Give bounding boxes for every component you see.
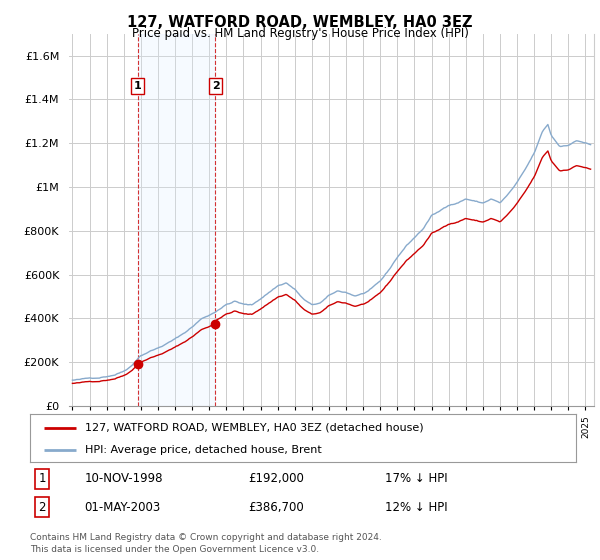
Text: 17% ↓ HPI: 17% ↓ HPI xyxy=(385,473,448,486)
Text: 127, WATFORD ROAD, WEMBLEY, HA0 3EZ: 127, WATFORD ROAD, WEMBLEY, HA0 3EZ xyxy=(127,15,473,30)
Text: 01-MAY-2003: 01-MAY-2003 xyxy=(85,501,161,514)
Text: HPI: Average price, detached house, Brent: HPI: Average price, detached house, Bren… xyxy=(85,445,322,455)
Text: £192,000: £192,000 xyxy=(248,473,304,486)
Bar xyxy=(139,34,215,406)
Text: 1: 1 xyxy=(134,81,142,91)
Text: 2: 2 xyxy=(38,501,46,514)
Text: 10-NOV-1998: 10-NOV-1998 xyxy=(85,473,163,486)
Text: 12% ↓ HPI: 12% ↓ HPI xyxy=(385,501,448,514)
Text: £386,700: £386,700 xyxy=(248,501,304,514)
Text: 127, WATFORD ROAD, WEMBLEY, HA0 3EZ (detached house): 127, WATFORD ROAD, WEMBLEY, HA0 3EZ (det… xyxy=(85,423,423,433)
Text: 2: 2 xyxy=(212,81,220,91)
Text: Price paid vs. HM Land Registry's House Price Index (HPI): Price paid vs. HM Land Registry's House … xyxy=(131,27,469,40)
Text: Contains HM Land Registry data © Crown copyright and database right 2024.
This d: Contains HM Land Registry data © Crown c… xyxy=(30,533,382,554)
Text: 1: 1 xyxy=(38,473,46,486)
